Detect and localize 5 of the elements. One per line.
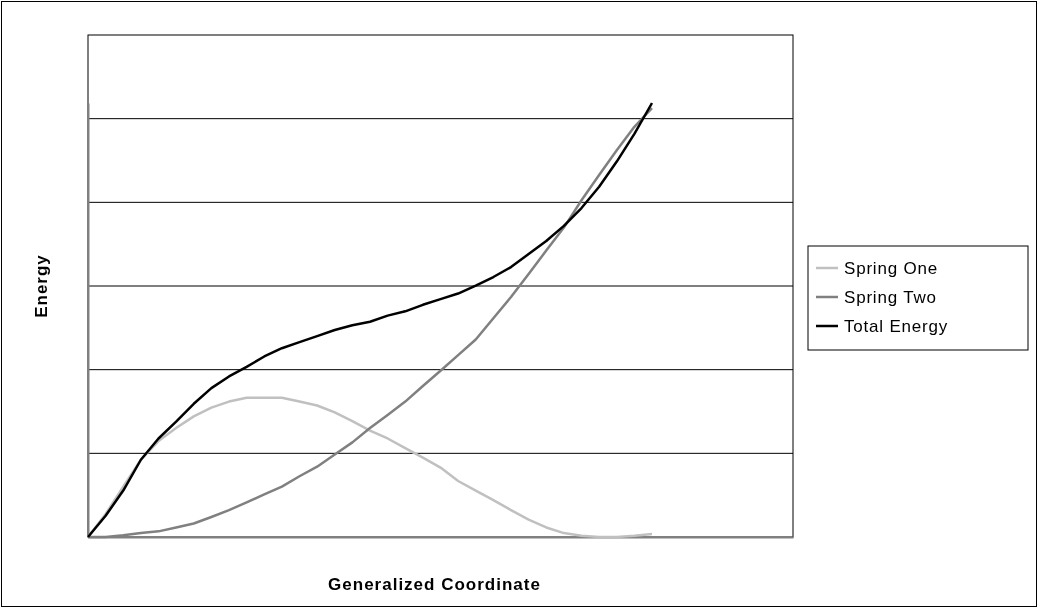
y-axis-title: Energy — [32, 254, 51, 318]
x-axis-title: Generalized Coordinate — [328, 575, 541, 594]
legend-label: Total Energy — [844, 317, 949, 336]
legend-label: Spring Two — [844, 288, 937, 307]
legend-label: Spring One — [844, 259, 938, 278]
